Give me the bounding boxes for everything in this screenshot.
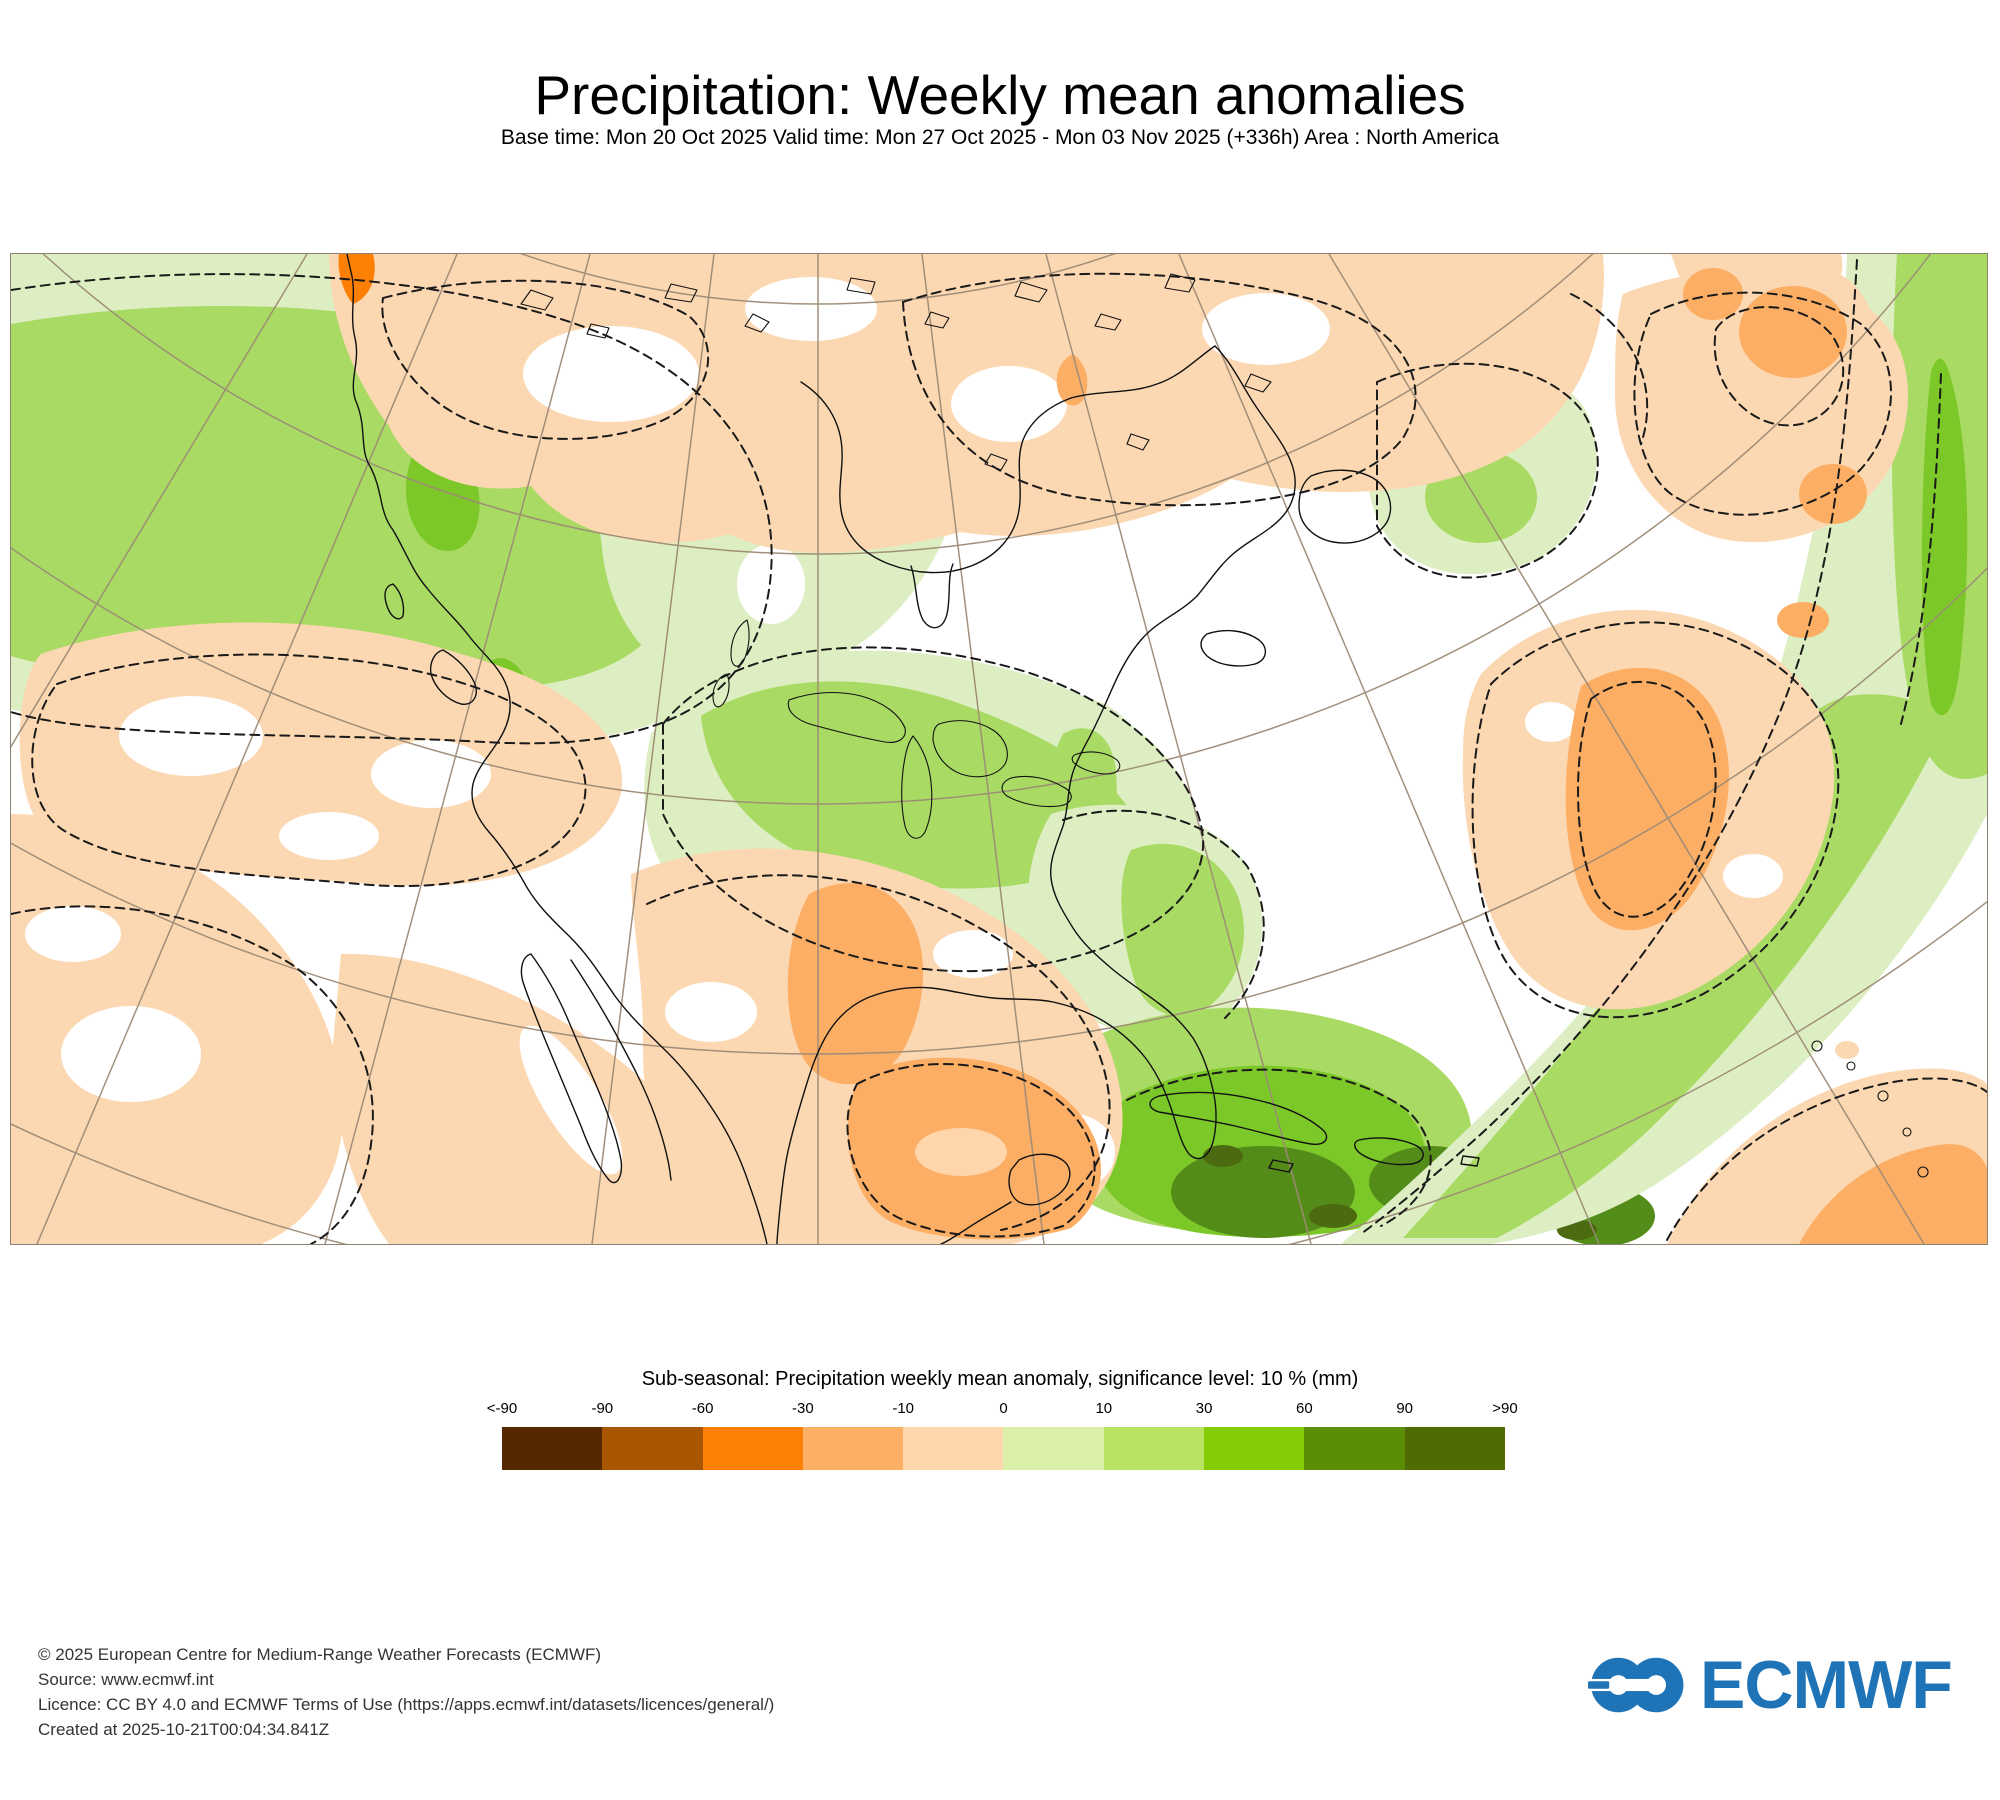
legend-swatch xyxy=(1103,1427,1205,1470)
legend-ticks: <-90 -90 -60 -30 -10 0 10 30 60 90 >90 xyxy=(487,1400,1518,1420)
legend-swatch xyxy=(1003,1427,1104,1470)
legend-swatch xyxy=(903,1427,1004,1470)
legend-swatch xyxy=(1204,1427,1305,1470)
legend-tick: -60 xyxy=(691,1400,714,1417)
footer-source: Source: www.ecmwf.int xyxy=(38,1670,214,1689)
wet-dry-anomaly-fills xyxy=(11,254,1987,1244)
legend-swatch xyxy=(802,1427,904,1470)
legend-swatch xyxy=(702,1427,803,1470)
legend-tick: 0 xyxy=(999,1400,1008,1417)
legend-tick: -90 xyxy=(591,1400,614,1417)
legend-tick: 60 xyxy=(1296,1400,1313,1417)
footer-licence: Licence: CC BY 4.0 and ECMWF Terms of Us… xyxy=(38,1695,775,1714)
footer: © 2025 European Centre for Medium-Range … xyxy=(38,1642,774,1742)
significance-contours xyxy=(11,259,1987,1244)
legend-swatch xyxy=(602,1427,703,1470)
legend-swatch xyxy=(1404,1427,1505,1470)
ecmwf-logo-mark-icon xyxy=(1588,1657,1684,1713)
legend-swatch xyxy=(502,1427,603,1470)
legend-title: Sub-seasonal: Precipitation weekly mean … xyxy=(641,1368,1359,1390)
legend-tick: -10 xyxy=(892,1400,915,1417)
page-title: Precipitation: Weekly mean anomalies xyxy=(534,63,1466,126)
legend-tick: <-90 xyxy=(486,1400,518,1417)
coastlines xyxy=(346,254,1929,1244)
legend-swatch xyxy=(1304,1427,1405,1470)
ecmwf-logo: ECMWF xyxy=(1588,1646,1953,1724)
legend-tick: 30 xyxy=(1195,1400,1213,1417)
footer-created-at: Created at 2025-10-21T00:04:34.841Z xyxy=(38,1720,330,1739)
page-subtitle: Base time: Mon 20 Oct 2025 Valid time: M… xyxy=(500,126,1500,149)
anomaly-map xyxy=(10,253,1988,1245)
footer-copyright: © 2025 European Centre for Medium-Range … xyxy=(38,1645,602,1664)
legend-tick: 10 xyxy=(1095,1400,1113,1417)
legend-tick: >90 xyxy=(1492,1400,1518,1417)
legend-colorbar xyxy=(502,1427,1505,1470)
map-svg xyxy=(11,254,1987,1244)
legend-tick: 90 xyxy=(1396,1400,1414,1417)
ecmwf-logo-text: ECMWF xyxy=(1700,1647,1953,1723)
legend-tick: -30 xyxy=(792,1400,814,1417)
